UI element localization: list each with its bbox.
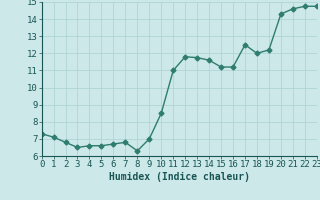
X-axis label: Humidex (Indice chaleur): Humidex (Indice chaleur) (109, 172, 250, 182)
